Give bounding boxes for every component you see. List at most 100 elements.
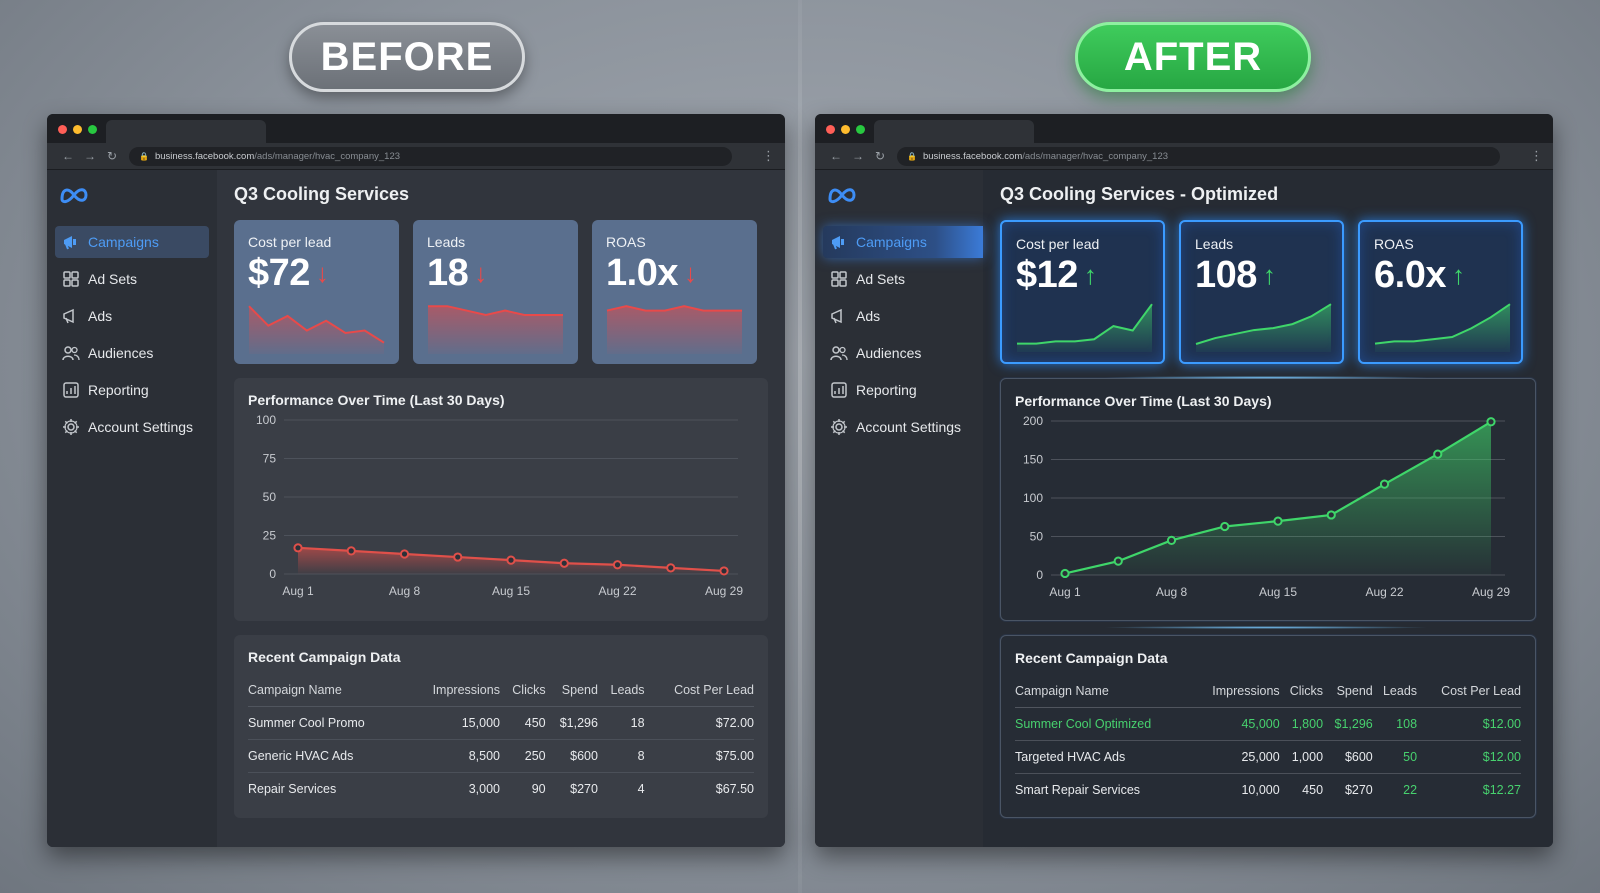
sidebar-item-label: Ad Sets: [88, 271, 138, 287]
column-header[interactable]: Spend: [1323, 680, 1373, 708]
kpi-card-roas[interactable]: ROAS 1.0x ↓: [592, 220, 757, 364]
column-header[interactable]: Impressions: [407, 679, 500, 707]
page-title: Q3 Cooling Services - Optimized: [1000, 184, 1279, 204]
data-point[interactable]: [506, 555, 516, 565]
data-point[interactable]: [1220, 521, 1230, 532]
sidebar-item-label: Reporting: [88, 382, 149, 398]
data-point[interactable]: [1166, 535, 1177, 545]
forward-arrow-icon[interactable]: →: [84, 149, 96, 163]
campaign-table-panel: Recent Campaign Data Campaign Name Impres…: [234, 635, 768, 818]
campaign-name-cell[interactable]: Generic HVAC Ads: [248, 739, 408, 773]
forward-arrow-icon[interactable]: →: [852, 149, 864, 163]
column-header[interactable]: Spend: [545, 679, 598, 707]
data-point[interactable]: [1113, 556, 1123, 566]
browser-menu-icon[interactable]: ⋮: [762, 148, 775, 163]
table-row[interactable]: Smart Repair Services 10,000 450 $270 22 $12.…: [1015, 774, 1521, 807]
sidebar-item-account-settings[interactable]: Account Settings: [823, 411, 975, 443]
kpi-label: ROAS: [606, 234, 646, 250]
lock-icon: 🔒: [907, 151, 917, 161]
column-header[interactable]: Campaign Name: [1015, 680, 1193, 708]
table-row[interactable]: Generic HVAC Ads 8,500 250 $600 8 $75.00: [248, 739, 754, 773]
maximize-window-dot[interactable]: [856, 125, 865, 134]
kpi-card-leads[interactable]: Leads 108 ↑: [1179, 220, 1344, 364]
campaign-name-cell[interactable]: Summer Cool Optimized: [1015, 707, 1193, 741]
table-row[interactable]: Summer Cool Optimized 45,000 1,800 $1,296 10…: [1015, 707, 1521, 741]
kpi-card-leads[interactable]: Leads 18 ↓: [413, 220, 578, 364]
data-point[interactable]: [612, 560, 623, 570]
data-point[interactable]: [1433, 449, 1443, 459]
kpi-sparkline: [1195, 303, 1332, 352]
data-point[interactable]: [453, 552, 463, 562]
x-tick-label: Aug 22: [598, 584, 636, 598]
table-cell: 450: [499, 706, 546, 740]
data-point[interactable]: [1486, 417, 1496, 427]
performance-line-chart: 0 50 100 150 200 Aug 1 Aug 8 Aug 15 Aug 22 Aug 29: [1023, 414, 1510, 599]
sidebar-item-ad-sets[interactable]: Ad Sets: [55, 263, 209, 295]
browser-tab[interactable]: [874, 120, 1034, 143]
table-cell: $1,296: [545, 706, 598, 740]
column-header[interactable]: Leads: [597, 679, 645, 707]
sidebar-item-reporting[interactable]: Reporting: [823, 374, 975, 406]
kpi-card-cost-per-lead[interactable]: Cost per lead $72 ↓: [234, 220, 399, 364]
campaign-name-cell[interactable]: Targeted HVAC Ads: [1015, 740, 1193, 774]
comparison-divider: [798, 0, 802, 893]
sidebar-item-account-settings[interactable]: Account Settings: [55, 411, 209, 443]
data-point[interactable]: [1326, 510, 1336, 520]
sidebar-item-campaigns[interactable]: Campaigns: [55, 226, 209, 258]
sidebar-item-audiences[interactable]: Audiences: [823, 337, 975, 369]
campaign-name-cell[interactable]: Summer Cool Promo: [248, 706, 408, 740]
data-point[interactable]: [346, 546, 356, 556]
kpi-card-roas[interactable]: ROAS 6.0x ↑: [1358, 220, 1523, 364]
sidebar-item-audiences[interactable]: Audiences: [55, 337, 209, 369]
column-header[interactable]: Impressions: [1192, 680, 1280, 708]
column-header[interactable]: Campaign Name: [248, 679, 408, 707]
data-point[interactable]: [666, 563, 676, 573]
kpi-card-cost-per-lead[interactable]: Cost per lead $12 ↑: [1000, 220, 1165, 364]
sidebar-item-reporting[interactable]: Reporting: [55, 374, 209, 406]
table-cell: 3,000: [468, 782, 500, 796]
column-header[interactable]: Clicks: [1279, 680, 1324, 708]
campaign-name-cell[interactable]: Smart Repair Services: [1015, 783, 1141, 797]
sidebar-item-campaigns[interactable]: Campaigns: [823, 226, 983, 258]
column-header[interactable]: Cost Per Lead: [644, 679, 754, 707]
data-point[interactable]: [559, 558, 569, 568]
data-point[interactable]: [399, 549, 410, 559]
minimize-window-dot[interactable]: [73, 125, 82, 134]
gear-icon: [62, 418, 80, 436]
data-point[interactable]: [1379, 479, 1390, 489]
close-window-dot[interactable]: [58, 125, 67, 134]
sidebar-item-ads[interactable]: Ads: [55, 300, 209, 332]
sidebar-item-ad-sets[interactable]: Ad Sets: [823, 263, 975, 295]
megaphone-outline-icon: [62, 307, 80, 325]
url-host: business.facebook.com: [922, 150, 1023, 162]
close-window-dot[interactable]: [826, 125, 835, 134]
kpi-sparkline: [1017, 303, 1153, 352]
data-point[interactable]: [719, 566, 729, 576]
column-header[interactable]: Clicks: [499, 679, 546, 707]
browser-tab[interactable]: [106, 120, 266, 143]
browser-menu-icon[interactable]: ⋮: [1530, 148, 1543, 163]
back-arrow-icon[interactable]: ←: [830, 149, 842, 163]
table-row[interactable]: Summer Cool Promo 15,000 450 $1,296 18 $72.00: [248, 706, 754, 740]
meta-logo-icon[interactable]: [59, 184, 217, 208]
sidebar-item-ads[interactable]: Ads: [823, 300, 975, 332]
minimize-window-dot[interactable]: [841, 125, 850, 134]
reload-icon[interactable]: ↻: [106, 149, 118, 163]
maximize-window-dot[interactable]: [88, 125, 97, 134]
back-arrow-icon[interactable]: ←: [62, 149, 74, 163]
reload-icon[interactable]: ↻: [874, 149, 886, 163]
y-tick-label: 100: [1023, 491, 1043, 505]
url-input[interactable]: 🔒 business.facebook.com/ads/manager/hvac…: [897, 146, 1500, 166]
url-input[interactable]: 🔒 business.facebook.com/ads/manager/hvac…: [129, 146, 732, 166]
column-header[interactable]: Cost Per Lead: [1417, 680, 1521, 708]
meta-logo-icon[interactable]: [827, 184, 983, 208]
sidebar: Campaigns Ad Sets Ads Audiences Reporting Acc…: [47, 170, 217, 847]
data-point[interactable]: [1273, 516, 1283, 526]
table-row[interactable]: Targeted HVAC Ads 25,000 1,000 $600 50 $12.00: [1015, 740, 1521, 774]
campaign-name-cell[interactable]: Repair Services: [248, 782, 337, 796]
data-point[interactable]: [1060, 568, 1070, 579]
data-point[interactable]: [293, 543, 303, 553]
before-browser-window: ← → ↻ 🔒 business.facebook.com/ads/manage…: [47, 114, 785, 847]
column-header[interactable]: Leads: [1372, 680, 1418, 708]
table-row[interactable]: Repair Services 3,000 90 $270 4 $67.50: [248, 773, 754, 806]
